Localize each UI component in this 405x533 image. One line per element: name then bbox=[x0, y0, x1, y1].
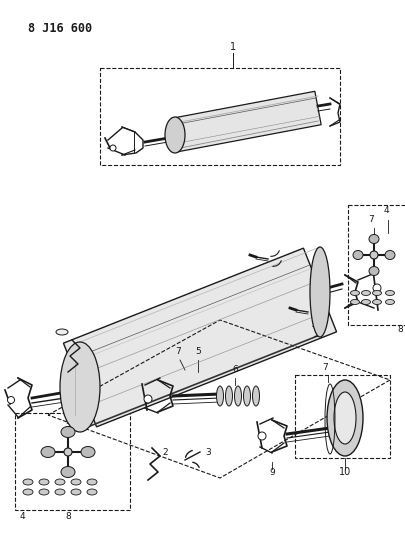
Polygon shape bbox=[171, 91, 320, 152]
Text: 7: 7 bbox=[65, 423, 71, 432]
Circle shape bbox=[144, 395, 151, 403]
Text: 4: 4 bbox=[382, 206, 388, 215]
Text: 7: 7 bbox=[321, 363, 327, 372]
Ellipse shape bbox=[360, 300, 370, 304]
Ellipse shape bbox=[352, 251, 362, 260]
Bar bbox=[15, 413, 130, 510]
Circle shape bbox=[369, 251, 377, 259]
Ellipse shape bbox=[309, 247, 329, 337]
Polygon shape bbox=[63, 248, 336, 427]
Ellipse shape bbox=[39, 479, 49, 485]
Text: 8: 8 bbox=[396, 325, 402, 334]
Text: 3: 3 bbox=[205, 448, 210, 457]
Bar bbox=[294, 375, 389, 458]
Text: 7: 7 bbox=[175, 347, 181, 356]
Ellipse shape bbox=[23, 479, 33, 485]
Ellipse shape bbox=[368, 266, 378, 276]
Ellipse shape bbox=[55, 479, 65, 485]
Circle shape bbox=[257, 432, 265, 440]
Text: 8 J16 600: 8 J16 600 bbox=[28, 22, 92, 35]
Ellipse shape bbox=[87, 479, 97, 485]
Ellipse shape bbox=[39, 489, 49, 495]
Ellipse shape bbox=[234, 386, 241, 406]
Circle shape bbox=[372, 284, 380, 292]
Ellipse shape bbox=[87, 489, 97, 495]
Ellipse shape bbox=[41, 447, 55, 457]
Text: 7: 7 bbox=[367, 215, 373, 224]
Ellipse shape bbox=[360, 290, 370, 295]
Ellipse shape bbox=[333, 392, 355, 444]
Ellipse shape bbox=[61, 466, 75, 478]
Ellipse shape bbox=[326, 380, 362, 456]
Ellipse shape bbox=[81, 447, 95, 457]
Ellipse shape bbox=[60, 342, 100, 432]
Ellipse shape bbox=[252, 386, 259, 406]
Ellipse shape bbox=[385, 300, 394, 304]
Ellipse shape bbox=[216, 386, 223, 406]
Text: 4: 4 bbox=[20, 512, 26, 521]
Text: 9: 9 bbox=[269, 468, 274, 477]
Ellipse shape bbox=[225, 386, 232, 406]
Bar bbox=[347, 205, 405, 325]
Ellipse shape bbox=[23, 489, 33, 495]
Ellipse shape bbox=[368, 235, 378, 244]
Circle shape bbox=[110, 145, 116, 151]
Ellipse shape bbox=[385, 290, 394, 295]
Ellipse shape bbox=[164, 117, 185, 153]
Ellipse shape bbox=[243, 386, 250, 406]
Ellipse shape bbox=[61, 426, 75, 438]
Ellipse shape bbox=[371, 300, 381, 304]
Ellipse shape bbox=[71, 489, 81, 495]
Text: 1: 1 bbox=[229, 42, 235, 52]
Circle shape bbox=[7, 397, 15, 403]
Ellipse shape bbox=[384, 251, 394, 260]
Text: 5: 5 bbox=[195, 347, 200, 356]
Text: 2: 2 bbox=[162, 448, 167, 457]
Ellipse shape bbox=[56, 329, 68, 335]
Text: 8: 8 bbox=[65, 512, 71, 521]
Circle shape bbox=[64, 448, 72, 456]
Text: 6: 6 bbox=[232, 365, 237, 374]
Ellipse shape bbox=[350, 300, 358, 304]
Ellipse shape bbox=[350, 290, 358, 295]
Ellipse shape bbox=[371, 290, 381, 295]
Text: 10: 10 bbox=[338, 467, 350, 477]
Bar bbox=[100, 68, 339, 165]
Ellipse shape bbox=[55, 489, 65, 495]
Ellipse shape bbox=[71, 479, 81, 485]
